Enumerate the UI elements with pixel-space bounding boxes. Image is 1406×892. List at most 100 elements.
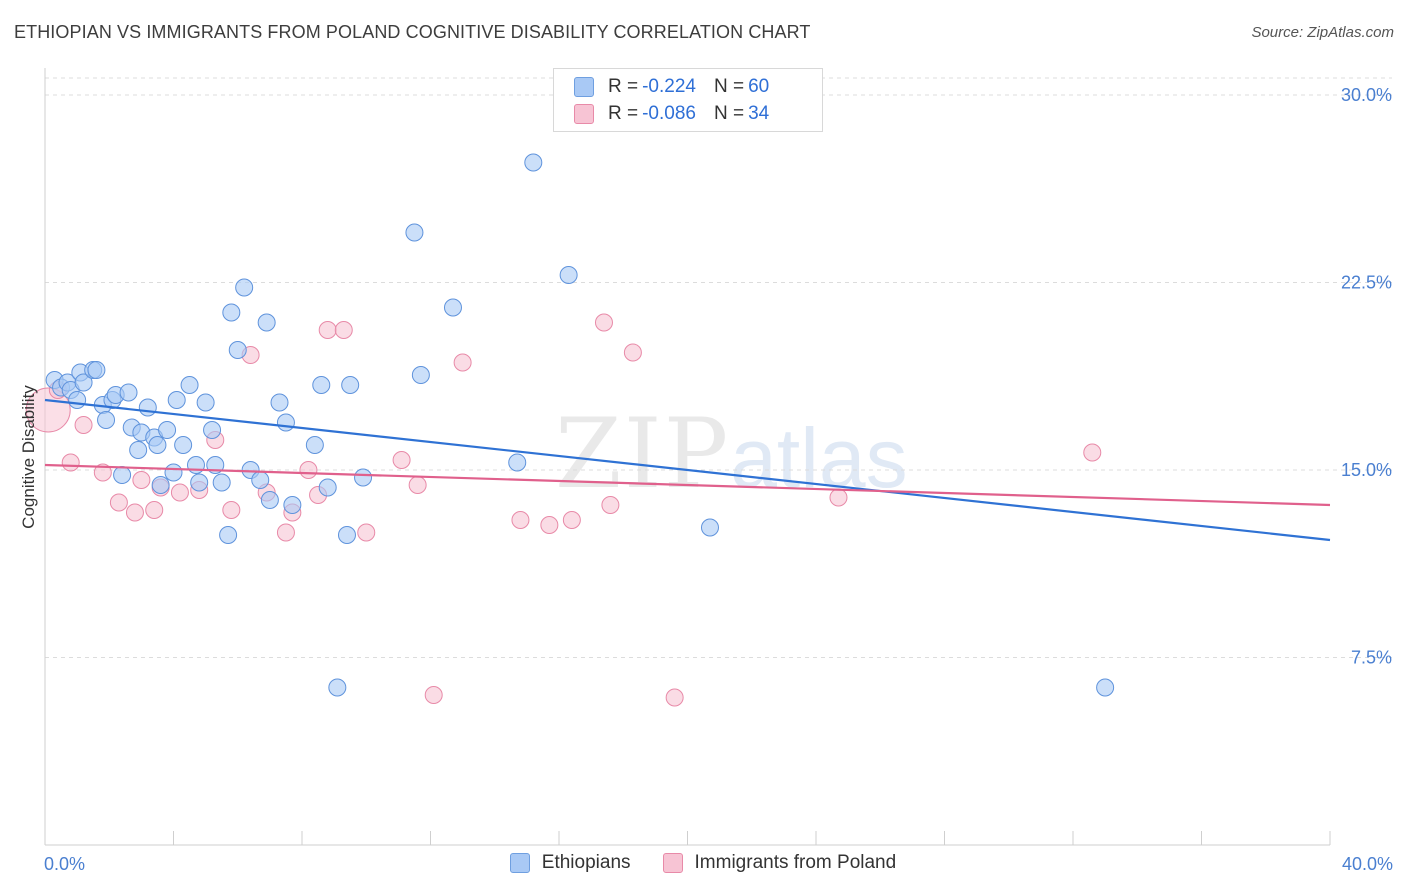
point-ethiopians xyxy=(354,468,373,487)
point-poland xyxy=(594,313,613,332)
point-ethiopians xyxy=(283,496,302,514)
axis-labels: 7.5% 15.0% 22.5% 30.0% 0.0% 40.0% Cognitive Di… xyxy=(19,85,1393,874)
series-legend: Ethiopians Immigrants from Poland xyxy=(0,852,1406,874)
point-poland xyxy=(601,496,620,514)
legend-row-ethiopians: R = -0.224 N = 60 xyxy=(574,74,769,100)
point-ethiopians xyxy=(257,313,276,332)
point-ethiopians xyxy=(174,436,193,454)
point-ethiopians xyxy=(508,453,527,472)
axes xyxy=(44,68,1331,846)
legend-r-value: -0.086 xyxy=(642,103,696,124)
point-ethiopians xyxy=(700,518,719,537)
point-poland xyxy=(125,503,144,522)
series-label-poland: Immigrants from Poland xyxy=(694,852,897,873)
y-axis-label: Cognitive Disability xyxy=(19,385,38,529)
legend-row-poland: R = -0.086 N = 34 xyxy=(574,101,769,127)
point-poland xyxy=(408,476,427,494)
point-poland xyxy=(299,461,318,479)
point-ethiopians xyxy=(222,303,241,322)
point-poland xyxy=(392,451,411,469)
point-ethiopians xyxy=(341,376,360,394)
point-ethiopians xyxy=(559,266,578,284)
point-ethiopians xyxy=(337,526,356,544)
point-poland xyxy=(424,686,443,704)
data-points xyxy=(25,153,1115,707)
point-poland xyxy=(562,511,581,529)
point-ethiopians xyxy=(138,398,157,417)
watermark-zip: ZIP xyxy=(555,398,731,510)
point-ethiopians xyxy=(328,678,347,697)
point-ethiopians xyxy=(148,436,167,454)
watermark: ZIPatlas xyxy=(555,398,908,510)
point-poland xyxy=(132,471,151,489)
point-ethiopians xyxy=(203,421,222,439)
point-poland xyxy=(222,501,241,519)
point-ethiopians xyxy=(219,526,238,544)
point-ethiopians xyxy=(270,393,289,412)
legend-n-label: N = xyxy=(713,76,745,97)
point-ethiopians xyxy=(113,466,132,484)
point-ethiopians xyxy=(305,436,324,454)
legend-swatch-poland xyxy=(574,104,594,124)
point-ethiopians xyxy=(251,471,270,489)
point-ethiopians xyxy=(119,383,138,402)
point-poland xyxy=(74,416,93,434)
legend-r-label: R = xyxy=(608,103,639,124)
point-ethiopians xyxy=(212,473,231,492)
point-poland xyxy=(109,493,128,512)
chart-title: ETHIOPIAN VS IMMIGRANTS FROM POLAND COGN… xyxy=(14,22,811,42)
source-label: Source: ZipAtlas.com xyxy=(1251,24,1394,41)
point-poland xyxy=(623,343,642,362)
y-tick-label: 30.0% xyxy=(1341,85,1392,105)
point-poland xyxy=(61,453,80,472)
x-tick-label: 40.0% xyxy=(1342,854,1393,874)
series-swatch-poland xyxy=(662,853,683,873)
legend-n-label: N = xyxy=(713,103,745,124)
point-poland xyxy=(1083,443,1102,462)
point-ethiopians xyxy=(151,476,170,494)
series-legend-poland[interactable]: Immigrants from Poland xyxy=(662,852,897,874)
point-poland xyxy=(145,501,164,519)
point-ethiopians xyxy=(129,441,148,459)
point-poland xyxy=(276,523,295,542)
y-tick-label: 22.5% xyxy=(1341,273,1392,293)
legend-r-label: R = xyxy=(608,76,639,97)
point-poland xyxy=(540,516,559,534)
point-ethiopians xyxy=(228,341,247,359)
y-tick-label: 15.0% xyxy=(1341,460,1392,480)
point-ethiopians xyxy=(443,298,462,317)
legend-n-value: 34 xyxy=(748,103,770,124)
point-ethiopians xyxy=(411,366,430,384)
point-poland xyxy=(357,523,376,542)
legend-r-value: -0.224 xyxy=(642,76,696,97)
point-ethiopians xyxy=(158,421,177,439)
x-tick-label: 0.0% xyxy=(44,854,85,874)
trend-line-poland xyxy=(44,463,1331,507)
point-poland xyxy=(665,688,684,707)
trend-line-ethiopians xyxy=(44,398,1331,542)
point-ethiopians xyxy=(97,411,116,429)
point-ethiopians xyxy=(167,391,186,409)
point-ethiopians xyxy=(74,373,93,392)
trend-lines xyxy=(44,398,1331,542)
point-ethiopians xyxy=(524,153,543,172)
point-ethiopians xyxy=(276,413,295,432)
point-ethiopians xyxy=(1096,678,1115,697)
grid-lines xyxy=(45,77,1392,658)
point-ethiopians xyxy=(318,478,337,497)
point-ethiopians xyxy=(164,463,183,482)
legend-n-value: 60 xyxy=(748,76,770,97)
point-ethiopians xyxy=(405,223,424,242)
point-poland xyxy=(93,463,112,482)
point-poland xyxy=(170,483,189,502)
legend-swatch-ethiopians xyxy=(574,77,594,97)
point-ethiopians xyxy=(312,376,331,394)
correlation-legend: R = -0.224 N = 60 R = -0.086 N = 34 xyxy=(553,68,823,132)
point-ethiopians xyxy=(235,278,254,297)
point-poland xyxy=(334,321,353,339)
point-poland xyxy=(511,511,530,529)
y-tick-label: 7.5% xyxy=(1351,648,1392,668)
series-swatch-ethiopians xyxy=(509,853,530,873)
series-legend-ethiopians[interactable]: Ethiopians xyxy=(509,852,631,874)
